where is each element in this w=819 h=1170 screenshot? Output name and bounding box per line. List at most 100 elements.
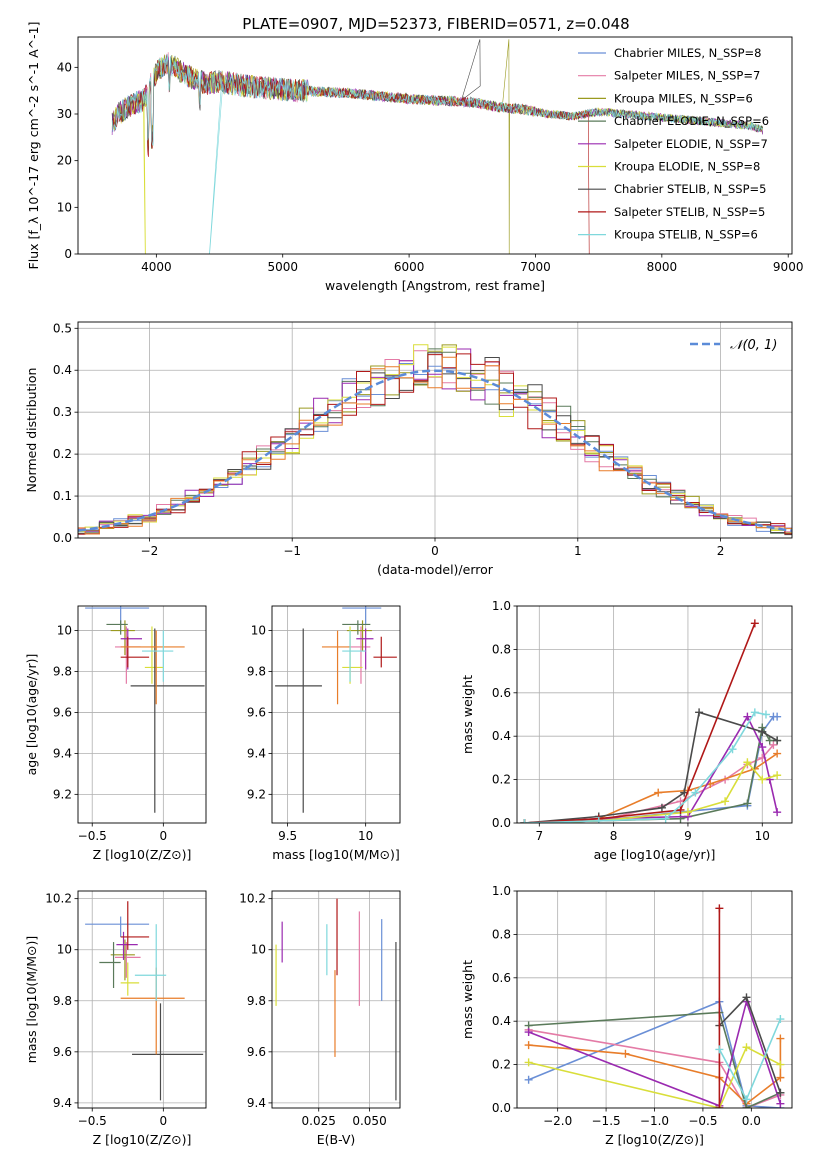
y-tick-label: 0 [64,247,72,261]
errorbar-point [120,901,150,950]
y-tick-label: 9.4 [247,1096,266,1110]
weight-marker [676,805,685,814]
errorbar-point [120,636,150,668]
y-tick-label: 30 [57,107,72,121]
y-tick-label: 10.2 [239,892,266,906]
panel-mass_vs_EBV: 0.025 0.050 9.4 9.6 9.8 10 10.2 E(B-V) [239,890,401,1147]
weight-marker [776,1088,785,1097]
y-tick-label: 0.8 [492,927,511,941]
errorbar-point [130,628,205,813]
x-axis-label: mass [log10(M/M⊙)] [272,847,400,862]
plot-area-spectrum [111,39,763,254]
legend-label: Salpeter STELIB, N_SSP=5 [614,205,765,219]
weight-marker [657,803,666,812]
weight-marker [715,1045,724,1054]
weight-line [528,998,782,1107]
plot-area-mass_vs_EBV [272,891,400,1108]
x-tick-label: 5000 [267,260,298,274]
weight-line [528,1046,781,1108]
weight-marker [769,740,778,749]
y-tick-label: 9.8 [53,994,72,1008]
y-tick-label: 20 [57,154,72,168]
weight-marker [758,743,767,752]
plot-area-weight_vs_Z [517,891,792,1108]
weight-marker [715,1104,724,1108]
y-tick-label: 9.6 [53,705,72,719]
y-tick-label: 0.2 [53,447,72,461]
x-tick-label: 9000 [773,260,804,274]
weight-marker [691,788,700,797]
errorbar-point [120,628,142,670]
y-tick-label: 0.1 [53,489,72,503]
x-tick-label: −1.0 [640,1114,669,1128]
weight-line [524,623,756,823]
legend-label: 𝒩(0, 1) [730,338,777,353]
weight-marker [743,758,752,767]
legend-label: Kroupa STELIB, N_SSP=6 [614,228,758,242]
errorbar-point [348,626,371,684]
y-tick-label: 10.2 [45,892,72,906]
weight-marker [776,1099,785,1108]
errorbar-point [99,942,121,989]
plot-area-age_vs_Z [78,606,206,823]
weight-line [528,1029,781,1108]
y-axis-label: mass [log10(M/M⊙)] [24,936,39,1064]
weight-marker [743,712,752,721]
weight-line [524,711,767,823]
x-tick-label: 1 [574,544,582,558]
y-tick-label: 0.4 [492,1014,511,1028]
errorbar-point [342,606,382,625]
errorbar-point [116,931,138,960]
weight-marker [761,710,770,719]
x-tick-label: 0 [431,544,439,558]
y-tick-label: 0.6 [492,971,511,985]
axes-frame [77,321,793,539]
weight-marker [621,1049,630,1058]
axes-frame [77,890,207,1109]
y-axis-label: age [log10(age/yr)] [24,654,39,776]
axes-frame [271,605,401,824]
x-tick-label: 10 [755,829,770,843]
x-axis-label: wavelength [Angstrom, rest frame] [325,278,545,293]
legend-label: Chabrier STELIB, N_SSP=5 [614,182,766,196]
y-tick-label: 1.0 [492,884,511,898]
y-tick-label: 0.4 [53,363,72,377]
x-tick-label: 4000 [141,260,172,274]
y-tick-label: 0.0 [492,1101,511,1115]
weight-marker [721,797,730,806]
legend-label: Chabrier ELODIE, N_SSP=6 [614,114,769,128]
y-tick-label: 9.2 [247,787,266,801]
y-axis-label: mass weight [460,675,475,754]
x-axis-label: Z [log10(Z/Z⊙)] [93,847,192,862]
x-tick-label: 0.050 [352,1114,386,1128]
x-tick-label: 9.5 [278,829,297,843]
panel-age_vs_Z: −0.5 0 9.2 9.4 9.6 9.8 10 Z [log10(Z/Z⊙)] age [l… [24,605,207,862]
legend-label: Kroupa ELODIE, N_SSP=8 [614,160,760,174]
panel-spectrum: 4000 5000 6000 7000 8000 9000 0 10 20 30 40 wavelen… [26,22,803,293]
panel-mass_vs_Z: −0.5 0 9.4 9.6 9.8 10 10.2 Z [log10(Z/Z⊙)] mass … [24,890,207,1147]
errorbar-point [134,924,167,1001]
y-tick-label: 9.6 [247,1045,266,1059]
y-tick-label: 10 [57,624,72,638]
panel-age_vs_mass: 9.5 10 9.2 9.4 9.6 9.8 10 mass [log10(M/M⊙)] [247,605,401,862]
y-tick-label: 9.4 [247,746,266,760]
weight-marker [773,771,782,780]
plot-area-mass_vs_Z [78,891,206,1108]
weight-marker [695,708,704,717]
errorbar-point [275,628,322,813]
x-tick-label: 6000 [394,260,425,274]
x-axis-label: (data-model)/error [377,562,494,577]
weight-marker [524,1028,533,1037]
legend-label: Salpeter MILES, N_SSP=7 [614,69,760,83]
x-axis-label: E(B-V) [317,1132,356,1147]
y-tick-label: 0.0 [492,816,511,830]
spectrum-line [111,54,763,254]
weight-marker [524,1075,533,1084]
errorbar-point [132,1003,204,1101]
errorbar-point [85,916,150,937]
plot-area-weight_vs_age [517,606,792,823]
errorbar-point [110,620,135,656]
x-tick-label: 7 [535,829,543,843]
weight-marker [715,904,724,913]
